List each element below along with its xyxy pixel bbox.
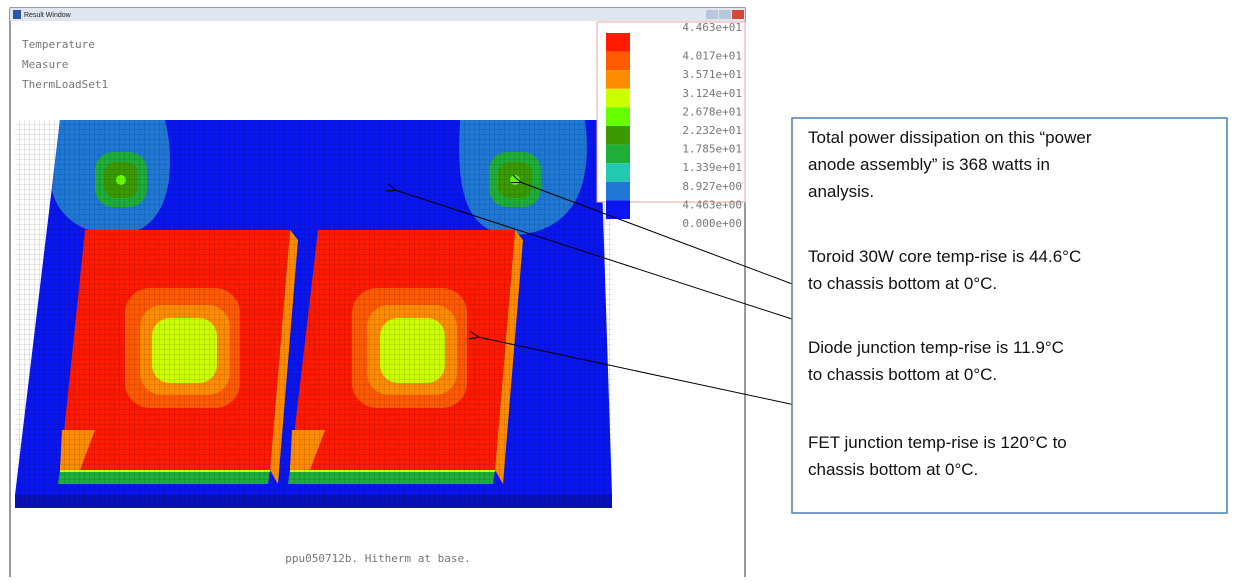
footer-caption: ppu050712b. Hitherm at base. [285,552,470,565]
info-line: Measure [22,58,68,71]
result-window: Result Window Temperature Measure ThermL… [10,8,745,577]
legend-swatch [606,89,630,108]
info-line: Temperature [22,38,95,51]
legend-label: 0.000e+00 [682,217,742,230]
legend-label: 3.571e+01 [682,68,742,81]
legend-swatch [606,126,630,145]
info-line: ThermLoadSet1 [22,78,108,91]
legend-label: 2.232e+01 [682,124,742,137]
close-button[interactable] [732,10,744,19]
note-line: to chassis bottom at 0°C. [808,365,997,384]
screen: Result Window Temperature Measure ThermL… [0,0,1250,577]
legend-label: 4.017e+01 [682,50,742,63]
note-line: Total power dissipation on this “power [808,128,1092,147]
minimize-button[interactable] [706,10,718,19]
note-line: anode assembly” is 368 watts in [808,155,1050,174]
legend-label: 1.785e+01 [682,143,742,156]
note-line: Diode junction temp-rise is 11.9°C [808,338,1064,357]
window-title: Result Window [24,12,72,19]
app-icon [13,10,21,19]
fea-model [15,120,612,508]
legend-swatch [606,33,630,52]
note-line: Toroid 30W core temp-rise is 44.6°C [808,247,1081,266]
legend-swatch [606,52,630,71]
legend-swatch [606,163,630,182]
legend-label: 2.678e+01 [682,105,742,118]
note-line: chassis bottom at 0°C. [808,460,978,479]
note-line: FET junction temp-rise is 120°C to [808,433,1067,452]
legend-label: 1.339e+01 [682,161,742,174]
legend-swatch [606,182,630,201]
note-line: to chassis bottom at 0°C. [808,274,997,293]
legend-label: 3.124e+01 [682,87,742,100]
legend-swatch [606,107,630,126]
note-line: analysis. [808,182,874,201]
legend-swatch [606,200,630,219]
notes-box [792,118,1227,513]
legend-label: 4.463e+00 [682,198,742,211]
legend-swatch [606,145,630,164]
legend-label: 8.927e+00 [682,180,742,193]
maximize-button[interactable] [719,10,731,19]
title-bar [10,8,745,21]
legend-swatch [606,70,630,89]
legend-label: 4.463e+01 [682,21,742,34]
